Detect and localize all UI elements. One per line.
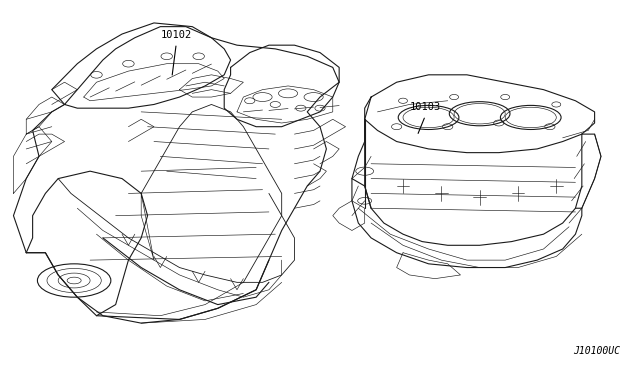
Text: 10103: 10103: [410, 102, 441, 112]
Text: J10100UC: J10100UC: [573, 346, 620, 356]
Text: 10102: 10102: [161, 30, 192, 39]
